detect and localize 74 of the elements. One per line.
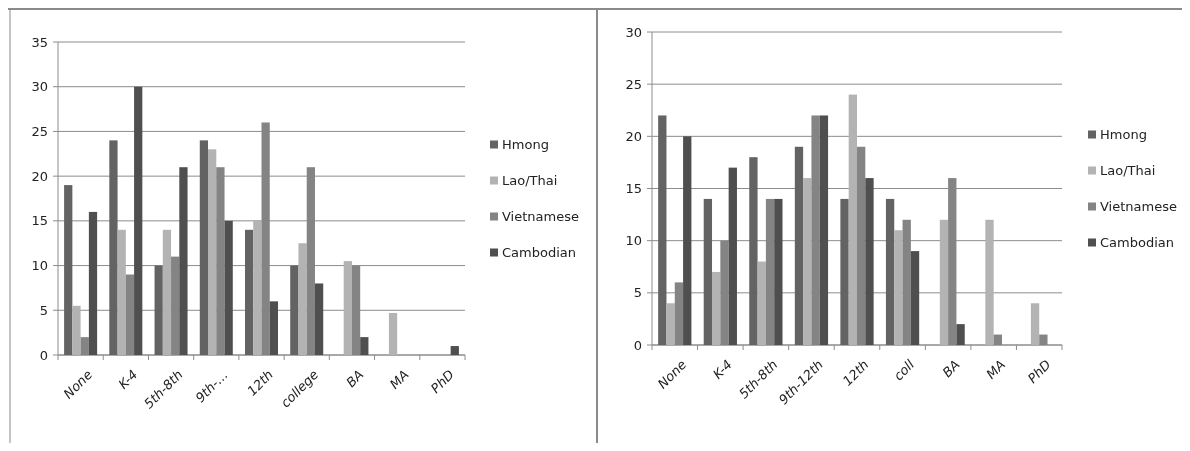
- bar: [314, 283, 324, 355]
- legend-label: Cambodian: [1100, 235, 1174, 251]
- x-tick-label: K-4: [115, 366, 141, 392]
- bar: [244, 229, 254, 355]
- y-tick-label: 0: [633, 337, 642, 353]
- bar: [848, 94, 857, 345]
- x-tick-label: BA: [343, 366, 367, 391]
- bar: [683, 136, 692, 345]
- bar: [343, 261, 352, 355]
- bar: [298, 243, 307, 355]
- x-tick-label: coll: [890, 356, 918, 384]
- y-tick-label: 20: [625, 128, 642, 144]
- y-tick-label: 5: [633, 285, 642, 301]
- y-tick-label: 25: [625, 76, 642, 92]
- bar: [388, 312, 398, 355]
- y-tick-label: 25: [31, 123, 48, 139]
- bar: [88, 211, 98, 355]
- bar: [910, 251, 920, 345]
- bar: [703, 198, 713, 345]
- bar: [774, 198, 783, 345]
- y-tick-label: 35: [31, 34, 48, 50]
- y-tick-label: 10: [31, 258, 48, 274]
- bar: [939, 219, 949, 345]
- bar: [840, 198, 849, 345]
- bar: [749, 157, 758, 345]
- bar: [712, 271, 721, 345]
- bar: [64, 185, 73, 355]
- y-tick-label: 20: [31, 168, 48, 184]
- bar: [179, 167, 188, 355]
- bar: [72, 305, 81, 355]
- x-tick-label: MA: [983, 356, 1009, 382]
- bar: [360, 337, 369, 355]
- bar: [117, 229, 126, 355]
- x-tick-label: MA: [386, 366, 412, 392]
- bar: [658, 115, 667, 345]
- legend-label: Vietnamese: [1100, 199, 1177, 215]
- bar: [794, 146, 804, 345]
- y-tick-label: 10: [625, 233, 642, 249]
- bar: [269, 301, 279, 355]
- bar: [450, 346, 459, 355]
- bar: [224, 220, 233, 355]
- x-tick-label: K-4: [710, 356, 735, 382]
- bar: [666, 303, 675, 345]
- y-tick-label: 30: [625, 24, 642, 40]
- bar: [885, 198, 895, 345]
- legend-label: Vietnamese: [502, 209, 579, 225]
- bar: [253, 220, 262, 355]
- x-tick-label: BA: [939, 356, 963, 381]
- legend-label: Hmong: [1100, 127, 1147, 143]
- bar: [290, 265, 299, 355]
- y-tick-label: 0: [39, 347, 48, 363]
- y-tick-label: 15: [31, 213, 48, 229]
- legend-label: Lao/Thai: [502, 173, 558, 189]
- bar: [819, 115, 829, 345]
- legend-label: Hmong: [502, 137, 549, 153]
- legend-label: Cambodian: [502, 245, 576, 261]
- bar: [154, 265, 163, 355]
- bar: [865, 178, 874, 345]
- bar: [956, 324, 965, 345]
- legend-label: Lao/Thai: [1100, 163, 1156, 179]
- bar: [208, 149, 217, 355]
- bar: [894, 230, 903, 345]
- y-tick-label: 5: [39, 302, 48, 318]
- bar: [134, 86, 143, 355]
- y-tick-label: 30: [31, 79, 48, 95]
- bar: [728, 167, 737, 345]
- bar: [109, 140, 118, 355]
- bar: [803, 178, 812, 345]
- bar: [1030, 303, 1040, 345]
- bar: [162, 229, 172, 355]
- bar: [985, 219, 994, 345]
- bar: [199, 140, 209, 355]
- y-tick-label: 15: [625, 181, 642, 197]
- bar: [757, 261, 766, 345]
